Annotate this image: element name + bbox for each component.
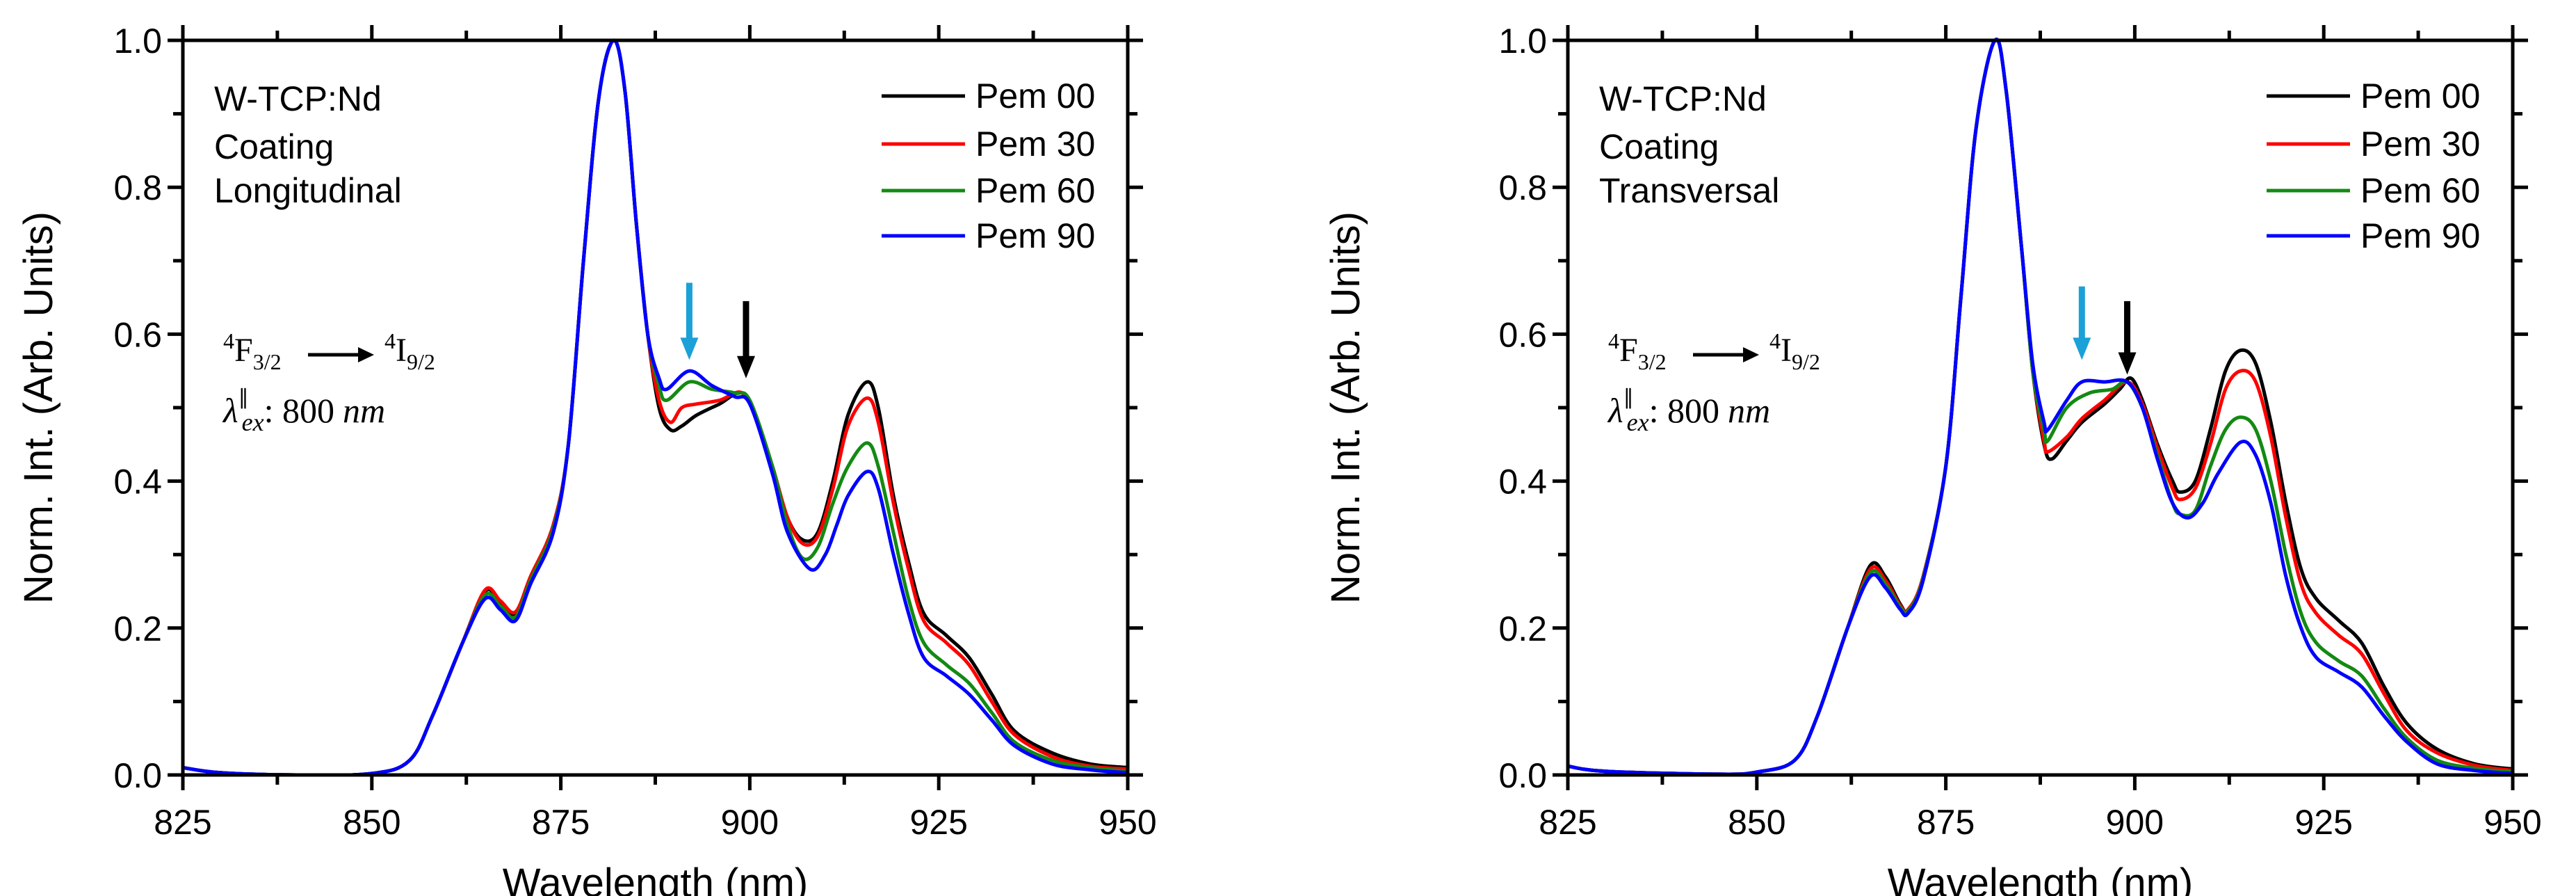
excitation-label: λ∥ ex: 800 nm (1607, 386, 1770, 436)
sample-note: W-TCP:Nd (214, 79, 382, 118)
transition-arrowhead-icon (358, 347, 374, 362)
transition-label: 4F3/2 (223, 328, 282, 374)
x-tick-label: 925 (909, 803, 967, 842)
legend: Pem 00 Pem 30 Pem 60 Pem 90 (882, 77, 1095, 255)
legend: Pem 00 Pem 30 Pem 60 Pem 90 (2267, 77, 2480, 255)
legend-label: Pem 30 (2360, 125, 2480, 163)
chart-panel-1: 825 850 875 900 925 950 0.0 0.2 0.4 0.6 0.8 1.0 Wave… (16, 22, 1157, 896)
y-tick-label: 0.4 (1498, 463, 1547, 502)
sample-note: Coating (1599, 127, 1719, 166)
series-line-pem-30 (1568, 38, 2513, 775)
legend-label: Pem 30 (975, 125, 1095, 163)
y-tick-label: 1.0 (1498, 22, 1547, 61)
y-axis-title: Norm. Int. (Arb. Units) (16, 211, 61, 604)
x-tick-label: 850 (1728, 803, 1785, 842)
legend-label: Pem 60 (975, 171, 1095, 210)
chart-panel-2: 825 850 875 900 925 950 0.0 0.2 0.4 0.6 0.8 1.0 Wave… (1323, 22, 2542, 896)
series-line-pem-90 (183, 38, 1128, 775)
x-tick-label: 950 (2484, 803, 2541, 842)
series-line-pem-00 (1568, 38, 2513, 775)
series-line-pem-60 (1568, 38, 2513, 775)
sample-note: Coating (214, 127, 334, 166)
x-tick-label: 825 (154, 803, 211, 842)
y-tick-label: 0.6 (1498, 315, 1547, 354)
annotation-arrowhead-icon (2118, 352, 2137, 375)
legend-label: Pem 90 (2360, 216, 2480, 255)
x-tick-label: 900 (721, 803, 779, 842)
x-tick-label: 900 (2106, 803, 2164, 842)
annotation-arrowhead-icon (2073, 337, 2091, 360)
y-axis-title: Norm. Int. (Arb. Units) (1323, 211, 1368, 604)
x-axis-title: Wavelength (nm) (503, 861, 808, 896)
y-tick-label: 0.6 (113, 315, 162, 354)
annotation-arrowhead-icon (680, 337, 699, 360)
x-tick-label: 875 (1917, 803, 1975, 842)
y-tick-label: 0.4 (113, 463, 162, 502)
transition-final-label: 4I9/2 (384, 328, 435, 374)
y-tick-label: 0.0 (113, 756, 162, 795)
y-tick-label: 0.2 (113, 609, 162, 648)
x-tick-label: 925 (2294, 803, 2352, 842)
x-tick-label: 950 (1099, 803, 1156, 842)
legend-label: Pem 90 (975, 216, 1095, 255)
sample-note: Transversal (1599, 171, 1779, 210)
x-tick-label: 825 (1539, 803, 1596, 842)
transition-arrowhead-icon (1743, 347, 1759, 362)
y-tick-label: 0.8 (113, 168, 162, 207)
series-line-pem-30 (183, 38, 1128, 775)
legend-label: Pem 00 (2360, 77, 2480, 115)
y-tick-label: 1.0 (113, 22, 162, 61)
excitation-label: λ∥ ex: 800 nm (222, 386, 385, 436)
y-tick-label: 0.2 (1498, 609, 1547, 648)
legend-label: Pem 00 (975, 77, 1095, 115)
series-line-pem-90 (1568, 38, 2513, 775)
x-tick-label: 850 (343, 803, 400, 842)
x-tick-label: 875 (532, 803, 590, 842)
y-tick-label: 0.0 (1498, 756, 1547, 795)
transition-final-label: 4I9/2 (1769, 328, 1820, 374)
legend-label: Pem 60 (2360, 171, 2480, 210)
annotation-arrowhead-icon (736, 355, 755, 378)
y-tick-label: 0.8 (1498, 168, 1547, 207)
transition-label: 4F3/2 (1608, 328, 1667, 374)
sample-note: W-TCP:Nd (1599, 79, 1767, 118)
series-line-pem-60 (183, 38, 1128, 775)
sample-note: Longitudinal (214, 171, 402, 210)
x-axis-title: Wavelength (nm) (1888, 861, 2193, 896)
